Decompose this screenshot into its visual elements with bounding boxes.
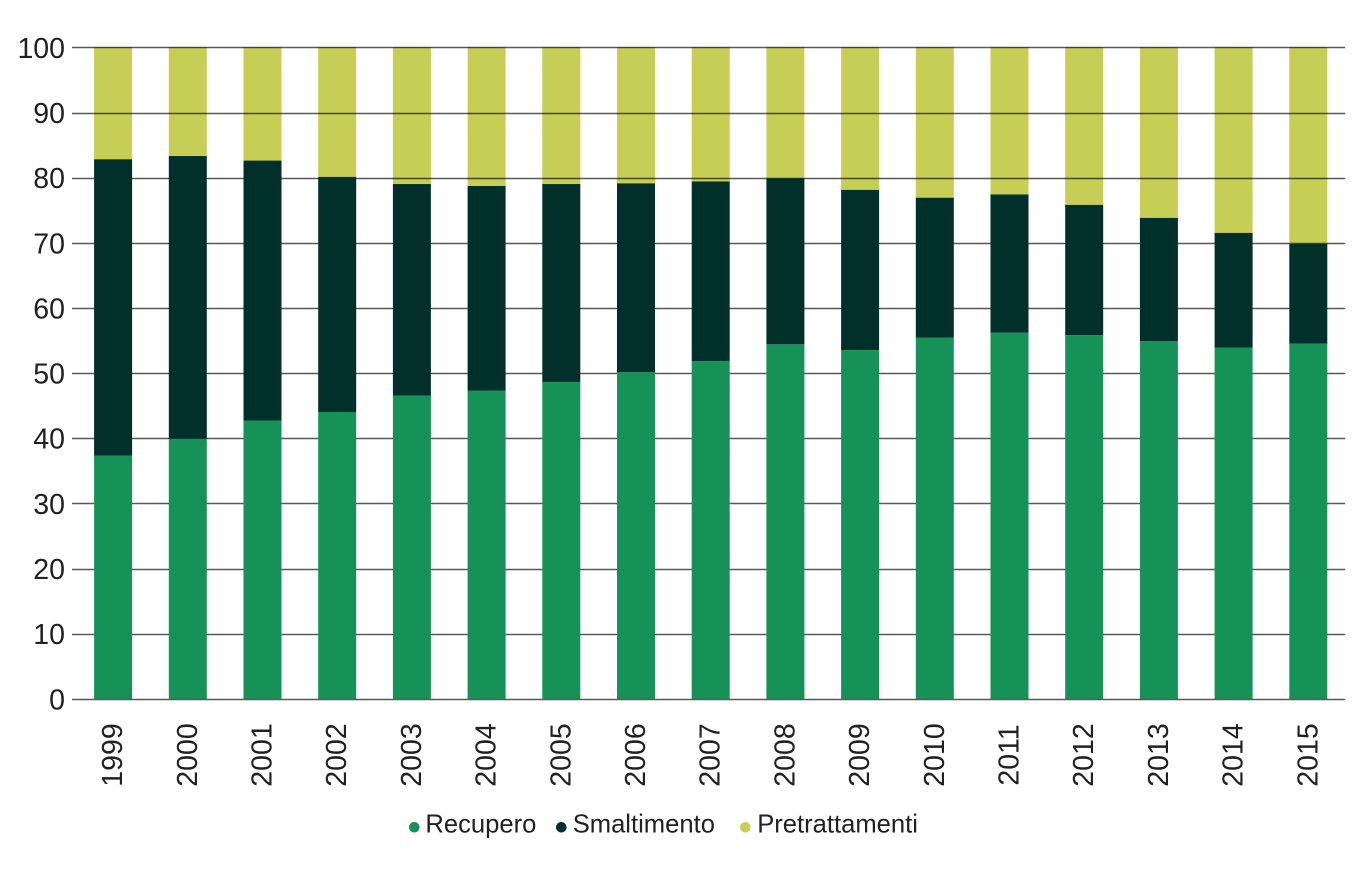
svg-text:100: 100 — [17, 33, 65, 65]
svg-text:2012: 2012 — [1068, 723, 1100, 786]
svg-text:2007: 2007 — [695, 723, 727, 786]
svg-text:2013: 2013 — [1143, 723, 1175, 786]
svg-text:40: 40 — [33, 424, 65, 456]
svg-text:2009: 2009 — [844, 723, 876, 786]
svg-text:2002: 2002 — [321, 723, 353, 786]
svg-text:90: 90 — [33, 98, 65, 130]
svg-text:Pretrattamenti: Pretrattamenti — [757, 811, 918, 839]
svg-text:70: 70 — [33, 228, 65, 260]
svg-text:2010: 2010 — [919, 723, 951, 786]
svg-text:30: 30 — [33, 489, 65, 521]
svg-text:60: 60 — [33, 293, 65, 325]
svg-text:80: 80 — [33, 163, 65, 195]
svg-text:10: 10 — [33, 619, 65, 651]
svg-text:2014: 2014 — [1218, 723, 1250, 787]
svg-text:2008: 2008 — [769, 723, 801, 786]
svg-text:20: 20 — [33, 554, 65, 586]
svg-text:1999: 1999 — [97, 723, 129, 786]
svg-text:0: 0 — [49, 684, 65, 716]
svg-text:2000: 2000 — [172, 723, 204, 786]
svg-text:2006: 2006 — [620, 723, 652, 786]
svg-text:2001: 2001 — [247, 723, 279, 786]
svg-text:2003: 2003 — [396, 723, 428, 786]
svg-text:2004: 2004 — [471, 723, 503, 787]
svg-text:Recupero: Recupero — [425, 811, 536, 839]
svg-text:2005: 2005 — [545, 723, 577, 786]
svg-text:2011: 2011 — [994, 724, 1026, 785]
svg-text:50: 50 — [33, 359, 65, 391]
svg-text:Smaltimento: Smaltimento — [573, 811, 715, 839]
svg-text:2015: 2015 — [1292, 723, 1324, 786]
